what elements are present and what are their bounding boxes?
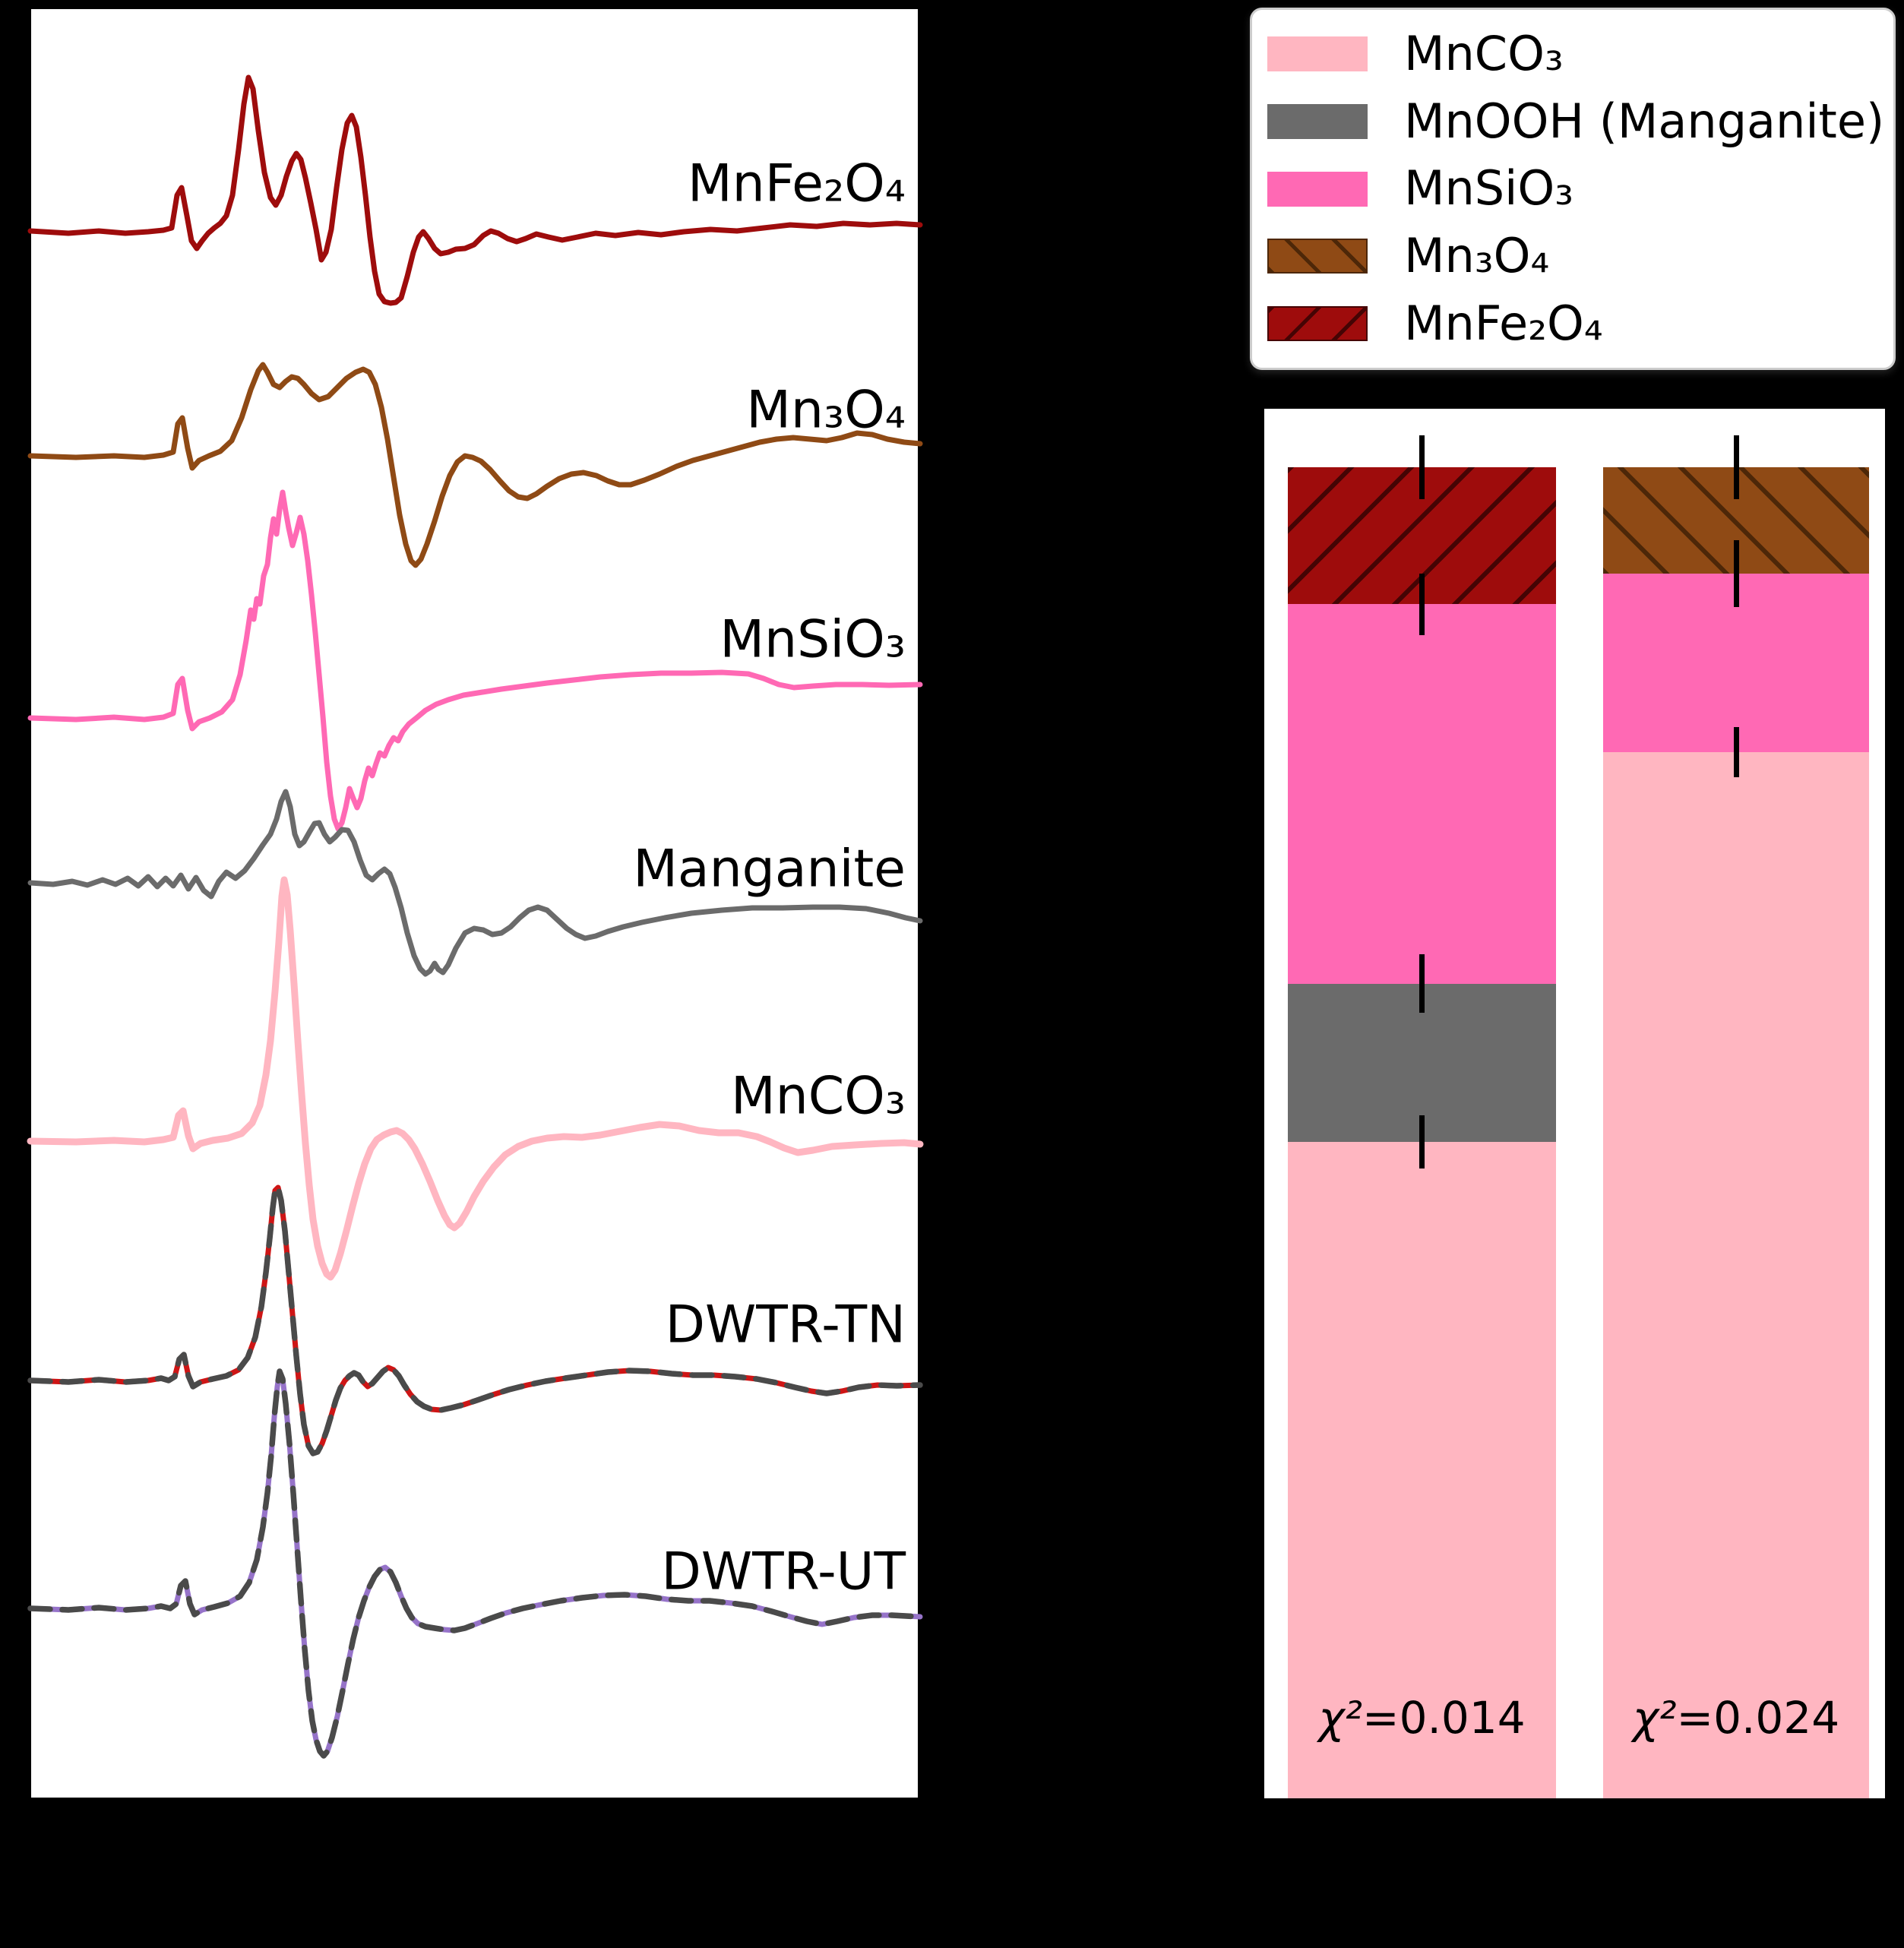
legend-label: MnSiO₃ bbox=[1404, 160, 1574, 217]
legend-label: Mn₃O₄ bbox=[1404, 228, 1550, 284]
legend-label: MnCO₃ bbox=[1404, 26, 1564, 81]
legend-row-2: MnSiO₃ bbox=[1267, 163, 1878, 214]
chi-squared-label-left_bar: χ²=0.014 bbox=[1288, 1692, 1556, 1744]
error-bar bbox=[1733, 435, 1739, 499]
error-bar bbox=[1733, 726, 1739, 778]
legend-swatch-icon bbox=[1267, 103, 1368, 139]
legend-row-0: MnCO₃ bbox=[1267, 26, 1878, 81]
chi-value: =0.024 bbox=[1676, 1692, 1840, 1744]
spectra-svg: MnFe₂O₄ Mn₃O₄ MnSiO₃ Manganite MnCO₃ DWTR-TN D… bbox=[27, 74, 924, 1759]
chi-symbol: χ² bbox=[1632, 1692, 1677, 1744]
legend-label: MnFe₂O₄ bbox=[1404, 295, 1603, 351]
error-bar bbox=[1733, 540, 1739, 607]
legend-row-3: Mn₃O₄ bbox=[1267, 228, 1878, 284]
error-bar bbox=[1419, 954, 1425, 1014]
chi-symbol: χ² bbox=[1318, 1692, 1362, 1744]
bar-chart-panel: χ²=0.014 χ²=0.024 bbox=[1261, 406, 1888, 1801]
legend-swatch-icon bbox=[1267, 305, 1368, 341]
legend-row-4: MnFe₂O₄ bbox=[1267, 295, 1878, 351]
curve-Manganite bbox=[27, 789, 923, 977]
chi-squared-label-right_bar: χ²=0.024 bbox=[1603, 1692, 1869, 1744]
curve-MnFe2O4 bbox=[27, 74, 923, 306]
spectra-panel bbox=[28, 6, 921, 1801]
legend-row-1: MnOOH (Manganite) bbox=[1267, 95, 1884, 147]
curve-label-Mn3O4: Mn₃O₄ bbox=[746, 381, 906, 441]
error-bar bbox=[1419, 574, 1425, 635]
legend-box: MnCO₃ MnOOH (Manganite) MnSiO₃ Mn₃O₄ MnFe₂O₄ bbox=[1250, 8, 1896, 370]
curve-label-DWTR-UT: DWTR-UT bbox=[662, 1542, 906, 1602]
curve-MnSiO3 bbox=[27, 489, 923, 832]
curve-label-DWTR-TN: DWTR-TN bbox=[666, 1295, 906, 1355]
curve-fit-DWTR-UT bbox=[27, 1368, 923, 1759]
legend-label: MnOOH (Manganite) bbox=[1404, 93, 1885, 149]
curve-label-Manganite: Manganite bbox=[633, 840, 906, 900]
curve-MnCO3 bbox=[27, 876, 924, 1281]
curve-label-MnFe2O4: MnFe₂O₄ bbox=[688, 154, 906, 214]
curve-fit-DWTR-TN bbox=[27, 1184, 923, 1456]
chi-value: =0.014 bbox=[1362, 1692, 1526, 1744]
bar-segment-MnCO bbox=[1288, 1142, 1556, 1798]
bar-segment-MnSiO bbox=[1288, 604, 1556, 984]
legend-swatch-icon bbox=[1267, 239, 1368, 274]
legend-swatch-icon bbox=[1267, 36, 1368, 72]
legend-swatch-icon bbox=[1267, 171, 1368, 207]
stacked-bar-right_bar: χ²=0.024 bbox=[1603, 435, 1869, 1798]
stacked-bar-left_bar: χ²=0.014 bbox=[1288, 435, 1556, 1798]
bar-segment-MnCO bbox=[1603, 751, 1869, 1798]
curve-Mn3O4 bbox=[27, 362, 923, 568]
error-bar bbox=[1419, 1115, 1425, 1169]
error-bar bbox=[1419, 435, 1425, 499]
curve-label-MnSiO3: MnSiO₃ bbox=[720, 610, 906, 670]
curve-label-MnCO3: MnCO₃ bbox=[731, 1067, 906, 1127]
